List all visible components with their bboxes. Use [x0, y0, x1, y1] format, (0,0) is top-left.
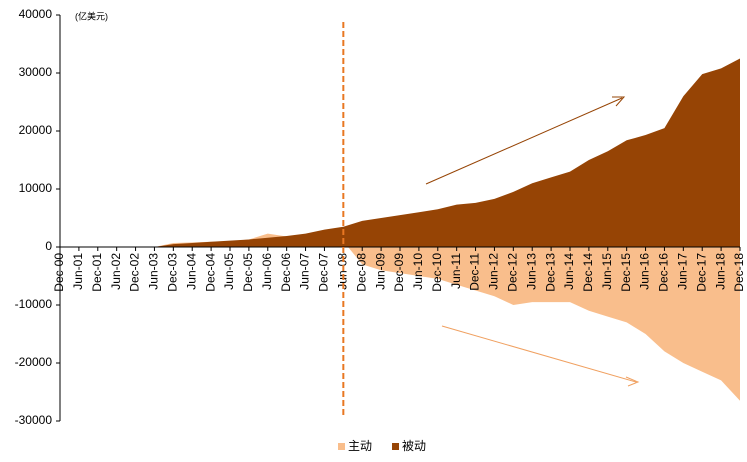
x-tick-label: Dec-05 — [241, 253, 255, 292]
x-tick-label: Dec-02 — [128, 253, 142, 292]
x-tick-label: Dec-17 — [694, 253, 708, 292]
trend-arrow — [425, 97, 623, 185]
x-tick-label: Jun-11 — [449, 253, 463, 289]
x-tick-label: Jun-16 — [638, 253, 652, 290]
x-tick-label: Dec-01 — [90, 253, 104, 292]
x-tick-label: Dec-16 — [657, 253, 671, 292]
x-tick-label: Dec-00 — [52, 253, 66, 292]
x-tick-label: Jun-02 — [109, 253, 123, 290]
x-tick-label: Jun-18 — [713, 253, 727, 290]
x-tick-label: Dec-18 — [732, 253, 746, 292]
x-tick-label: Jun-12 — [487, 253, 501, 290]
x-tick-label: Dec-12 — [506, 253, 520, 292]
x-tick-label: Jun-10 — [411, 253, 425, 290]
x-tick-label: Dec-04 — [203, 253, 217, 292]
area — [60, 232, 740, 401]
y-tick-label: 10000 — [19, 181, 53, 195]
y-tick-label: -30000 — [15, 413, 53, 427]
y-tick-label: 30000 — [19, 65, 53, 79]
x-tick-label: Jun-14 — [562, 253, 576, 290]
x-tick-label: Jun-09 — [373, 253, 387, 290]
legend-swatch — [392, 443, 400, 450]
y-tick-label: 0 — [45, 239, 52, 253]
y-tick-label: -20000 — [15, 355, 53, 369]
x-tick-label: Jun-03 — [147, 253, 161, 290]
legend-label: 被动 — [402, 439, 426, 453]
x-tick-label: Dec-09 — [392, 253, 406, 292]
x-tick-label: Dec-08 — [354, 253, 368, 292]
x-tick-label: Dec-15 — [619, 253, 633, 292]
x-tick-label: Jun-08 — [336, 253, 350, 290]
arrow-head — [625, 376, 640, 387]
x-tick-label: Jun-13 — [524, 253, 538, 290]
x-tick-label: Jun-07 — [298, 253, 312, 290]
legend-swatch — [338, 443, 345, 450]
x-tick-label: Jun-05 — [222, 253, 236, 290]
x-tick-label: Dec-03 — [166, 253, 180, 292]
x-tick-label: Dec-07 — [317, 253, 331, 292]
y-tick-label: 20000 — [19, 123, 53, 137]
y-tick-label: 40000 — [19, 7, 53, 21]
x-tick-label: Dec-13 — [543, 253, 557, 292]
unit-label: (亿美元) — [75, 10, 108, 21]
x-tick-label: Jun-04 — [184, 253, 198, 290]
x-tick-label: Dec-10 — [430, 253, 444, 292]
trend-arrow — [441, 325, 637, 383]
arrow-head — [612, 96, 626, 107]
x-tick-label: Dec-11 — [468, 253, 482, 291]
x-tick-label: Dec-06 — [279, 253, 293, 292]
legend-label: 主动 — [348, 439, 372, 453]
y-tick-label: -10000 — [15, 297, 53, 311]
x-tick-label: Jun-01 — [71, 253, 85, 290]
x-tick-label: Dec-14 — [581, 253, 595, 292]
x-tick-label: Jun-17 — [676, 253, 690, 290]
area — [60, 58, 740, 247]
x-tick-label: Jun-15 — [600, 253, 614, 290]
x-tick-label: Jun-06 — [260, 253, 274, 290]
